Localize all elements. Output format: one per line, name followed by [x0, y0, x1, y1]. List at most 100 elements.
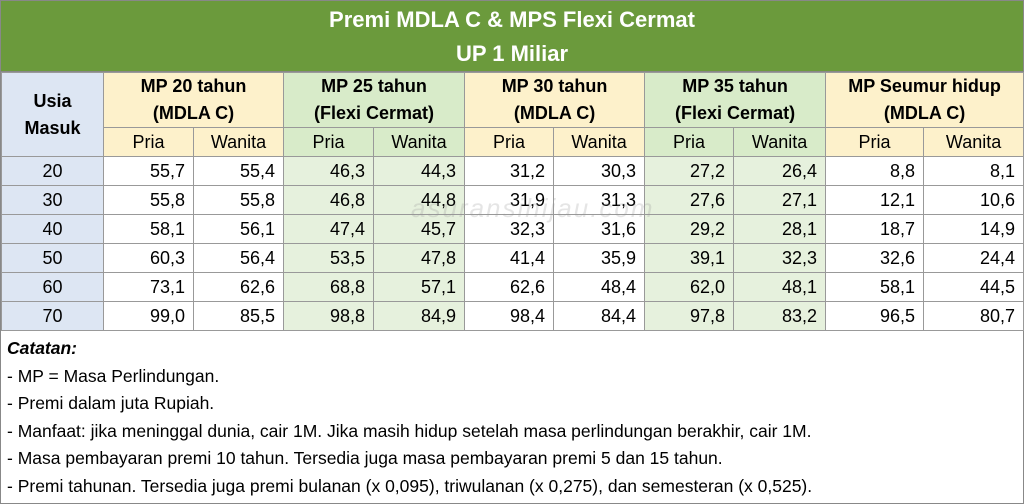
- premium-cell: 44,8: [373, 185, 466, 215]
- premium-cell: 32,3: [733, 243, 827, 273]
- gender-header: Wanita: [733, 127, 827, 157]
- premium-cell: 30,3: [553, 156, 646, 186]
- premium-cell: 85,5: [192, 301, 285, 331]
- note-item: - Premi dalam juta Rupiah.: [7, 393, 215, 413]
- premium-table: Usia Masuk MP 20 tahun (MDLA C) MP 25 tahun (…: [1, 72, 1024, 331]
- title-line: UP 1 Miliar: [455, 41, 569, 66]
- premium-cell: 35,9: [553, 243, 646, 273]
- premium-cell: 48,1: [733, 272, 827, 302]
- gender-header: Pria: [464, 127, 555, 157]
- data-row: 60 73,1 62,6 68,8 57,1 62,6 48,4 62,0 48,1 58,1 44…: [1, 272, 1024, 302]
- group-header: MP 25 tahun (Flexi Cermat): [283, 72, 466, 128]
- premium-cell: 14,9: [923, 214, 1024, 244]
- header-line: Masuk: [24, 117, 81, 138]
- premium-cell: 84,9: [373, 301, 466, 331]
- age-cell: 20: [1, 156, 104, 186]
- data-row: 40 58,1 56,1 47,4 45,7 32,3 31,6 29,2 28,1 18,7 14…: [1, 214, 1024, 244]
- premium-cell: 55,8: [192, 185, 285, 215]
- gender-header: Wanita: [373, 127, 466, 157]
- header-line: (MDLA C): [883, 103, 966, 123]
- premium-cell: 56,1: [192, 214, 285, 244]
- premium-cell: 46,8: [283, 185, 375, 215]
- gender-header: Wanita: [192, 127, 285, 157]
- premium-cell: 27,1: [733, 185, 827, 215]
- age-header: Usia Masuk: [1, 72, 104, 157]
- header-line: MP 25 tahun: [321, 76, 427, 96]
- header-line: (MDLA C): [513, 103, 596, 123]
- premium-cell: 12,1: [825, 185, 925, 215]
- header-line: (Flexi Cermat): [675, 103, 796, 123]
- premium-cell: 57,1: [373, 272, 466, 302]
- header-line: (MDLA C): [152, 103, 235, 123]
- subheader-row: Pria Wanita Pria Wanita Pria Wanita Pria Wanita…: [2, 127, 1024, 157]
- header-line: (Flexi Cermat): [314, 103, 435, 123]
- header-line: MP 35 tahun: [682, 76, 788, 96]
- group-header: MP 20 tahun (MDLA C): [102, 72, 285, 128]
- premium-cell: 27,2: [644, 156, 735, 186]
- premium-cell: 56,4: [192, 243, 285, 273]
- premium-cell: 62,6: [192, 272, 285, 302]
- premium-cell: 27,6: [644, 185, 735, 215]
- premium-cell: 24,4: [923, 243, 1024, 273]
- age-cell: 60: [1, 272, 104, 302]
- gender-header: Pria: [283, 127, 375, 157]
- premium-cell: 53,5: [283, 243, 375, 273]
- header-line: MP 30 tahun: [501, 76, 608, 96]
- note-item: - Masa pembayaran premi 10 tahun. Tersed…: [7, 448, 723, 468]
- premium-cell: 39,1: [644, 243, 735, 273]
- premium-cell: 62,0: [644, 272, 735, 302]
- gender-header: Pria: [644, 127, 735, 157]
- header-line: Usia: [33, 90, 72, 111]
- premium-cell: 28,1: [733, 214, 827, 244]
- header-line: MP 20 tahun: [140, 76, 247, 96]
- premium-cell: 58,1: [825, 272, 925, 302]
- data-row: 20 55,7 55,4 46,3 44,3 31,2 30,3 27,2 26,4 8,8 8,1: [1, 156, 1024, 186]
- premium-cell: 29,2: [644, 214, 735, 244]
- group-header: MP Seumur hidup (MDLA C): [825, 72, 1024, 128]
- premium-cell: 98,8: [283, 301, 375, 331]
- premium-cell: 98,4: [464, 301, 555, 331]
- group-header: MP 35 tahun (Flexi Cermat): [644, 72, 827, 128]
- premium-cell: 99,0: [103, 301, 194, 331]
- premium-cell: 84,4: [553, 301, 646, 331]
- title-line: Premi MDLA C & MPS Flexi Cermat: [329, 7, 695, 32]
- premium-cell: 80,7: [923, 301, 1024, 331]
- premium-cell: 31,9: [464, 185, 555, 215]
- notes: Catatan: - MP = Masa Perlindungan. - Prem…: [1, 331, 1023, 504]
- premium-cell: 55,7: [103, 156, 194, 186]
- premium-cell: 10,6: [923, 185, 1024, 215]
- title: Premi MDLA C & MPS Flexi Cermat UP 1 Mil…: [1, 1, 1023, 72]
- premium-cell: 44,5: [923, 272, 1024, 302]
- premium-cell: 8,8: [825, 156, 925, 186]
- age-cell: 50: [1, 243, 104, 273]
- premium-cell: 31,2: [464, 156, 555, 186]
- premium-cell: 97,8: [644, 301, 735, 331]
- data-row: 70 99,0 85,5 98,8 84,9 98,4 84,4 97,8 83,2 96,5 80…: [1, 301, 1024, 331]
- note-item: - MP = Masa Perlindungan.: [7, 365, 220, 386]
- premium-cell: 47,8: [373, 243, 466, 273]
- group-header: MP 30 tahun (MDLA C): [464, 72, 646, 128]
- premium-cell: 41,4: [464, 243, 555, 273]
- premium-cell: 31,3: [553, 185, 646, 215]
- premium-cell: 58,1: [103, 214, 194, 244]
- premium-cell: 8,1: [923, 156, 1024, 186]
- header-line: MP Seumur hidup: [848, 76, 1001, 96]
- gender-header: Pria: [825, 127, 925, 157]
- premium-cell: 32,6: [825, 243, 925, 273]
- age-cell: 40: [1, 214, 104, 244]
- premium-cell: 47,4: [283, 214, 375, 244]
- premium-cell: 26,4: [733, 156, 827, 186]
- premium-cell: 62,6: [464, 272, 555, 302]
- premium-cell: 55,4: [192, 156, 285, 186]
- age-cell: 70: [1, 301, 104, 331]
- premium-cell: 68,8: [283, 272, 375, 302]
- note-item: - Manfaat: jika meninggal dunia, cair 1M…: [7, 420, 812, 441]
- gender-header: Pria: [103, 127, 194, 157]
- table-body: Usia Masuk MP 20 tahun (MDLA C) MP 25 tahun (…: [1, 72, 1024, 331]
- premium-cell: 18,7: [825, 214, 925, 244]
- premium-cell: 55,8: [103, 185, 194, 215]
- premium-cell: 44,3: [373, 156, 466, 186]
- premium-cell: 46,3: [283, 156, 375, 186]
